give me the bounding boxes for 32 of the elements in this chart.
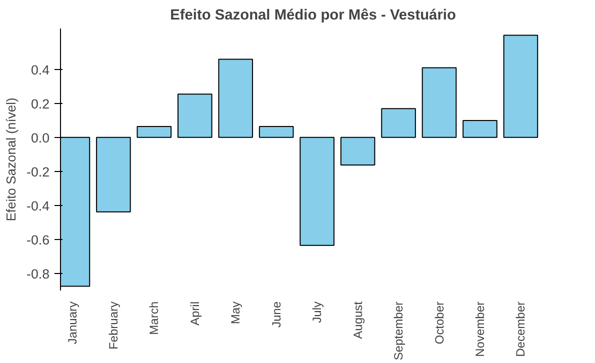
x-tick-label: May xyxy=(228,302,243,324)
x-tick-label: August xyxy=(350,300,365,339)
y-tick-label: 0.4 xyxy=(30,62,50,78)
x-tick-label: April xyxy=(188,301,202,326)
y-tick-label: -0.8 xyxy=(26,266,50,282)
x-tick-label: November xyxy=(472,301,487,357)
chart-title: Efeito Sazonal Médio por Mês - Vestuário xyxy=(170,8,456,24)
y-tick-label: 0.2 xyxy=(30,96,50,112)
bar xyxy=(462,120,498,138)
bar xyxy=(258,126,294,138)
bar xyxy=(381,108,416,138)
x-tick-label: July xyxy=(310,301,324,323)
y-tick-label: 0.0 xyxy=(30,130,50,146)
bar xyxy=(177,94,212,138)
bar xyxy=(136,126,172,138)
x-tick-label: June xyxy=(269,301,284,328)
x-tick-label: January xyxy=(66,301,80,344)
bar xyxy=(503,34,538,138)
y-axis-title: Efeito Sazonal (nível) xyxy=(4,98,19,222)
x-tick-label: September xyxy=(392,301,406,360)
y-tick-label: -0.6 xyxy=(26,232,50,248)
bar xyxy=(300,136,334,246)
x-tick-label: October xyxy=(432,301,446,344)
bar xyxy=(340,136,376,166)
x-tick-label: December xyxy=(514,301,528,357)
x-tick-label: February xyxy=(106,301,120,350)
x-tick-label: March xyxy=(147,301,162,335)
bar xyxy=(218,58,254,138)
y-tick-label: -0.4 xyxy=(26,198,50,214)
bar xyxy=(96,136,131,212)
bar xyxy=(422,67,457,138)
y-tick-label: -0.2 xyxy=(26,164,50,180)
